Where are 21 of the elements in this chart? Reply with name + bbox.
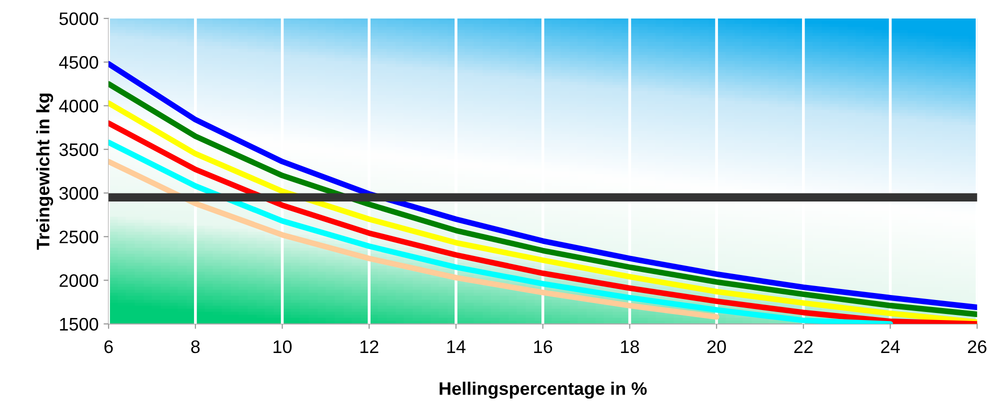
x-tick-label: 16 (534, 340, 552, 354)
y-tick-label: 3000 (59, 186, 98, 200)
x-tick-label: 24 (881, 340, 900, 353)
x-tick-label: 22 (794, 340, 813, 353)
x-tick-label: 12 (360, 340, 378, 353)
y-tick-label: 2500 (60, 230, 98, 244)
y-tick-label: 1500 (60, 318, 98, 331)
x-tick-label: 14 (447, 340, 466, 353)
x-tick-label: 26 (968, 340, 986, 354)
y-tick-label: 5000 (59, 12, 98, 26)
x-tick-label: 20 (707, 340, 726, 354)
x-tick-label: 10 (274, 340, 292, 354)
x-tick-label: 18 (621, 340, 639, 354)
y-tick-label: 4500 (59, 56, 98, 69)
x-tick-label: 6 (104, 340, 113, 354)
y-axis-title: Treingewicht in kg (36, 94, 54, 250)
x-tick-label: 8 (191, 340, 200, 354)
y-tick-label: 3500 (59, 143, 98, 156)
x-axis-title: Hellingspercentage in % (440, 382, 647, 399)
y-tick-label: 4000 (59, 100, 98, 112)
y-tick-label: 2000 (60, 274, 98, 287)
